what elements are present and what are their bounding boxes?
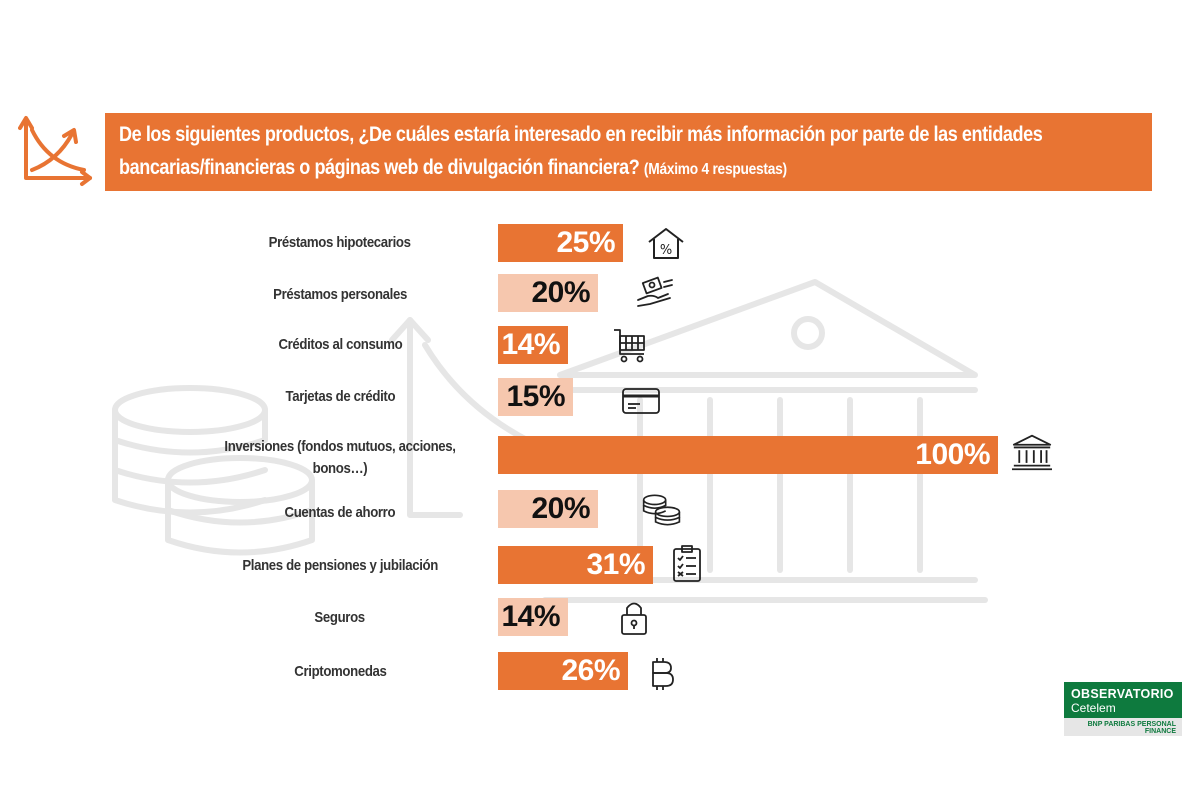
- category-label: Planes de pensiones y jubilación: [242, 557, 438, 574]
- bar-value-label: 14%: [501, 328, 560, 361]
- bar: [498, 490, 598, 528]
- bar-value-label: 25%: [556, 226, 615, 259]
- shopping-cart-icon: [614, 329, 645, 363]
- credit-card-icon: [622, 388, 660, 414]
- category-label: Tarjetas de crédito: [285, 388, 395, 405]
- bar: [498, 436, 998, 474]
- bar: [498, 378, 573, 416]
- question-note: (Máximo 4 respuestas): [643, 161, 787, 178]
- coins-icon: [642, 494, 681, 526]
- hand-money-icon: [637, 276, 673, 307]
- category-label: Créditos al consumo: [278, 336, 402, 353]
- bar: [498, 598, 568, 636]
- svg-text:%: %: [660, 243, 672, 258]
- logo-subtitle: Cetelem: [1071, 701, 1116, 715]
- question-banner: De los siguientes productos, ¿De cuáles …: [105, 113, 1152, 191]
- bar-value-label: 31%: [586, 548, 645, 581]
- bar: [498, 274, 598, 312]
- category-label: Seguros: [314, 609, 366, 626]
- bar: [498, 652, 628, 690]
- bar: [498, 224, 623, 262]
- category-label: Criptomonedas: [293, 663, 387, 680]
- bank-icon: [1012, 434, 1052, 471]
- category-label: Inversiones (fondos mutuos, acciones, bo…: [224, 438, 456, 477]
- logo-brand: BNP PARIBAS PERSONAL FINANCE: [1087, 721, 1176, 735]
- bar-value-label: 26%: [561, 654, 620, 687]
- bar: [498, 326, 568, 364]
- bar-value-label: 100%: [915, 438, 990, 471]
- observatorio-cetelem-logo: OBSERVATORIO Cetelem BNP PARIBAS PERSONA…: [1064, 682, 1182, 736]
- question-text: De los siguientes productos, ¿De cuáles …: [119, 118, 1134, 186]
- logo-strip: BNP PARIBAS PERSONAL FINANCE: [1064, 718, 1182, 736]
- category-label: Préstamos hipotecarios: [269, 234, 411, 251]
- padlock-icon: [621, 602, 647, 635]
- bar-value-label: 14%: [501, 600, 560, 633]
- house-percent-icon: %: [648, 228, 684, 259]
- bitcoin-icon: [652, 658, 674, 690]
- clipboard-checklist-icon: [673, 545, 701, 582]
- bar-value-label: 20%: [531, 492, 590, 525]
- question-main: De los siguientes productos, ¿De cuáles …: [119, 123, 1043, 179]
- category-label: Préstamos personales: [273, 286, 407, 303]
- category-label: Cuentas de ahorro: [284, 504, 396, 521]
- logo-title: OBSERVATORIO: [1071, 687, 1174, 701]
- growth-chart-icon: [18, 116, 92, 186]
- bar: [498, 546, 653, 584]
- bar-value-label: 20%: [531, 276, 590, 309]
- bar-value-label: 15%: [506, 380, 565, 413]
